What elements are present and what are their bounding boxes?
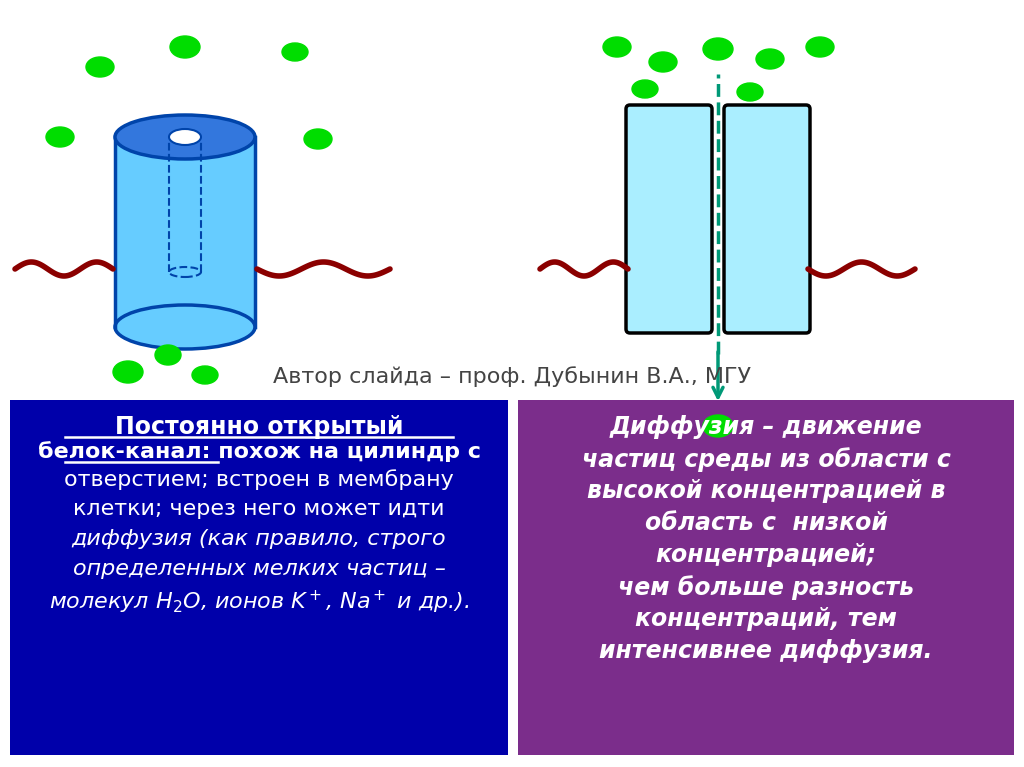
Ellipse shape: [46, 127, 74, 147]
Text: Постоянно открытый: Постоянно открытый: [115, 415, 403, 439]
Text: диффузия (как правило, строго: диффузия (как правило, строго: [72, 529, 446, 549]
Ellipse shape: [304, 129, 332, 149]
Text: чем больше разность: чем больше разность: [617, 575, 914, 600]
FancyBboxPatch shape: [724, 105, 810, 333]
FancyBboxPatch shape: [626, 105, 712, 333]
Ellipse shape: [86, 57, 114, 77]
Text: концентрацией;: концентрацией;: [655, 543, 877, 567]
Text: белок-канал: похож на цилиндр с: белок-канал: похож на цилиндр с: [38, 441, 480, 462]
FancyBboxPatch shape: [518, 400, 1014, 755]
Text: интенсивнее диффузия.: интенсивнее диффузия.: [599, 639, 933, 663]
Ellipse shape: [169, 129, 201, 145]
Ellipse shape: [115, 115, 255, 159]
Ellipse shape: [703, 38, 733, 60]
Text: высокой концентрацией в: высокой концентрацией в: [587, 479, 945, 503]
Ellipse shape: [282, 43, 308, 61]
Ellipse shape: [155, 345, 181, 365]
Ellipse shape: [603, 37, 631, 57]
Ellipse shape: [170, 36, 200, 58]
Text: молекул H$_2$O, ионов K$^+$, Na$^+$ и др.).: молекул H$_2$O, ионов K$^+$, Na$^+$ и др…: [49, 589, 469, 617]
FancyBboxPatch shape: [10, 400, 508, 755]
Text: Диффузия – движение: Диффузия – движение: [609, 415, 923, 439]
Text: отверстием; встроен в мембрану: отверстием; встроен в мембрану: [65, 469, 454, 490]
Text: Автор слайда – проф. Дубынин В.А., МГУ: Автор слайда – проф. Дубынин В.А., МГУ: [273, 367, 751, 387]
Ellipse shape: [115, 305, 255, 349]
Ellipse shape: [193, 366, 218, 384]
Text: клетки; через него может идти: клетки; через него может идти: [74, 499, 444, 519]
Text: определенных мелких частиц –: определенных мелких частиц –: [73, 559, 445, 579]
Ellipse shape: [737, 83, 763, 101]
Ellipse shape: [113, 361, 143, 383]
Ellipse shape: [632, 80, 658, 98]
Text: частиц среды из области с: частиц среды из области с: [582, 447, 950, 472]
Text: концентраций, тем: концентраций, тем: [635, 607, 897, 631]
Ellipse shape: [756, 49, 784, 69]
Ellipse shape: [703, 415, 733, 437]
Text: область с  низкой: область с низкой: [644, 511, 888, 535]
Ellipse shape: [649, 52, 677, 72]
Polygon shape: [115, 137, 255, 327]
Ellipse shape: [806, 37, 834, 57]
